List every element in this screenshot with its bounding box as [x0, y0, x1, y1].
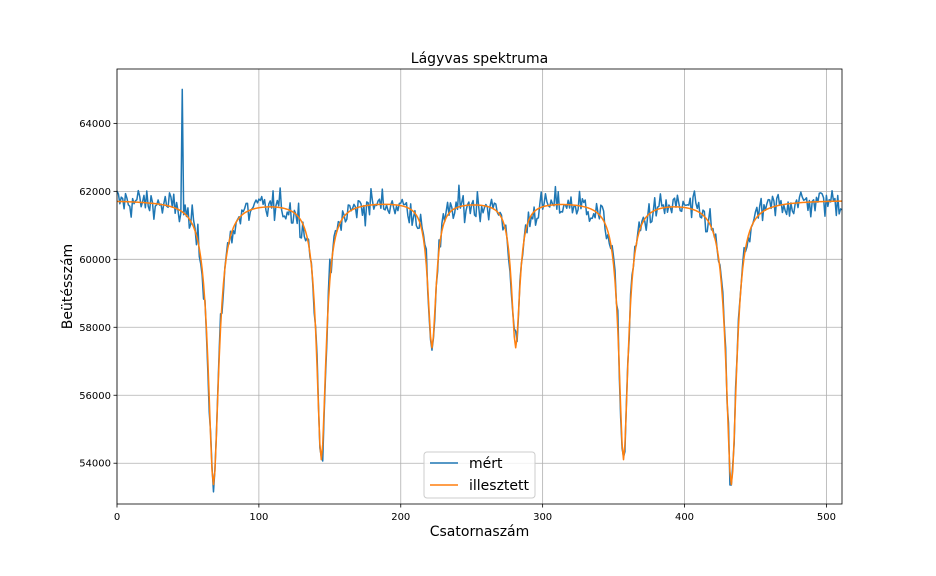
axis-ticks: 0 100 200 300 400 500 54000 56000 58000 60000 6200…: [79, 119, 836, 523]
grid-lines: [116, 69, 842, 504]
y-tick-label: 60000: [79, 255, 111, 266]
plot-frame: [116, 68, 843, 505]
legend-label-measured: mért: [469, 456, 503, 472]
x-tick-label: 200: [391, 512, 410, 523]
x-tick-label: 500: [817, 512, 836, 523]
legend-label-fitted: illesztett: [469, 478, 530, 494]
legend: mért illesztett: [423, 451, 536, 499]
y-tick-label: 62000: [79, 187, 111, 198]
y-tick-label: 54000: [79, 459, 111, 470]
y-tick-label: 64000: [79, 119, 111, 130]
x-tick-label: 0: [114, 512, 120, 523]
x-tick-label: 400: [675, 512, 694, 523]
chart-title: Lágyvas spektruma: [411, 51, 548, 67]
x-tick-label: 100: [249, 512, 268, 523]
x-tick-label: 300: [533, 512, 552, 523]
y-tick-label: 58000: [79, 323, 111, 334]
x-axis-label: Csatornaszám: [430, 524, 530, 540]
plot-lines: [116, 88, 843, 493]
series-line-fitted: [116, 200, 843, 486]
y-tick-label: 56000: [79, 391, 111, 402]
y-axis-label: Beütésszám: [60, 244, 76, 329]
